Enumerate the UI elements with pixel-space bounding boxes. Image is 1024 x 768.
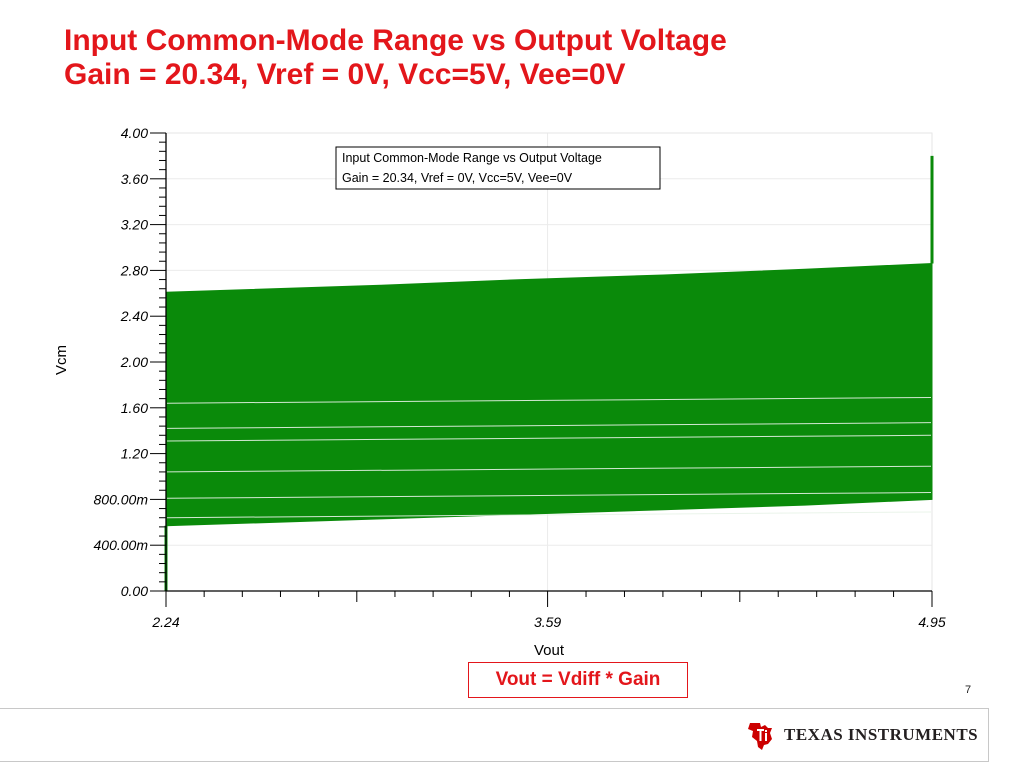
- band-gap-line-1: [166, 492, 932, 499]
- band-gap-line-5: [166, 396, 932, 404]
- ti-wordmark: TEXAS INSTRUMENTS: [784, 725, 979, 744]
- chart-legend: Input Common-Mode Range vs Output Voltag…: [335, 146, 661, 190]
- y-tick-label-4: 1.60: [121, 400, 148, 416]
- y-tick-label-1: 400.00m: [94, 537, 149, 553]
- band-gap-line-4: [166, 422, 932, 429]
- x-tick-label-0: 2.24: [151, 614, 179, 630]
- x-tick-label-2: 4.95: [918, 614, 945, 630]
- series-band-0: [165, 262, 933, 527]
- y-tick-label-9: 3.60: [121, 171, 148, 187]
- ti-logo-icon: [748, 723, 772, 750]
- y-tick-label-2: 800.00m: [94, 491, 149, 507]
- legend-line-1: Input Common-Mode Range vs Output Voltag…: [342, 151, 602, 165]
- y-tick-label-5: 2.00: [120, 354, 148, 370]
- y-tick-label-0: 0.00: [121, 583, 148, 599]
- x-ticks: 2.24 3.59 4.95: [151, 591, 946, 630]
- y-tick-label-10: 4.00: [121, 125, 148, 141]
- y-tick-label-8: 3.20: [121, 217, 148, 233]
- band-gap-line-2: [166, 465, 932, 473]
- formula-callout: Vout = Vdiff * Gain: [468, 662, 688, 698]
- footer-bar: [0, 708, 989, 762]
- y-tick-label-6: 2.40: [120, 308, 148, 324]
- slide-title-line-1: Input Common-Mode Range vs Output Voltag…: [64, 24, 727, 57]
- slide-title-line-2: Gain = 20.34, Vref = 0V, Vcc=5V, Vee=0V: [64, 58, 626, 91]
- y-tick-label-7: 2.80: [120, 262, 148, 278]
- ti-logo: TEXAS INSTRUMENTS: [746, 718, 978, 752]
- band-gap-line-3: [166, 434, 932, 442]
- y-axis-label: Vcm: [53, 345, 70, 375]
- y-tick-label-3: 1.20: [121, 446, 148, 462]
- chart: 0.00 400.00m 800.00m 1.20 1.60 2.00 2.40 2.80 3.…: [53, 125, 946, 659]
- legend-box: [335, 146, 661, 190]
- x-axis-label: Vout: [534, 642, 565, 659]
- legend-line-2: Gain = 20.34, Vref = 0V, Vcc=5V, Vee=0V: [342, 171, 573, 185]
- x-tick-label-1: 3.59: [534, 614, 561, 630]
- slide-title: Input Common-Mode Range vs Output Voltag…: [64, 24, 727, 92]
- slide-number: 7: [965, 684, 972, 696]
- series-band: [164, 155, 934, 591]
- y-ticks: 0.00 400.00m 800.00m 1.20 1.60 2.00 2.40 2.80 3.…: [94, 125, 166, 599]
- band-gap-line-0: [166, 511, 932, 519]
